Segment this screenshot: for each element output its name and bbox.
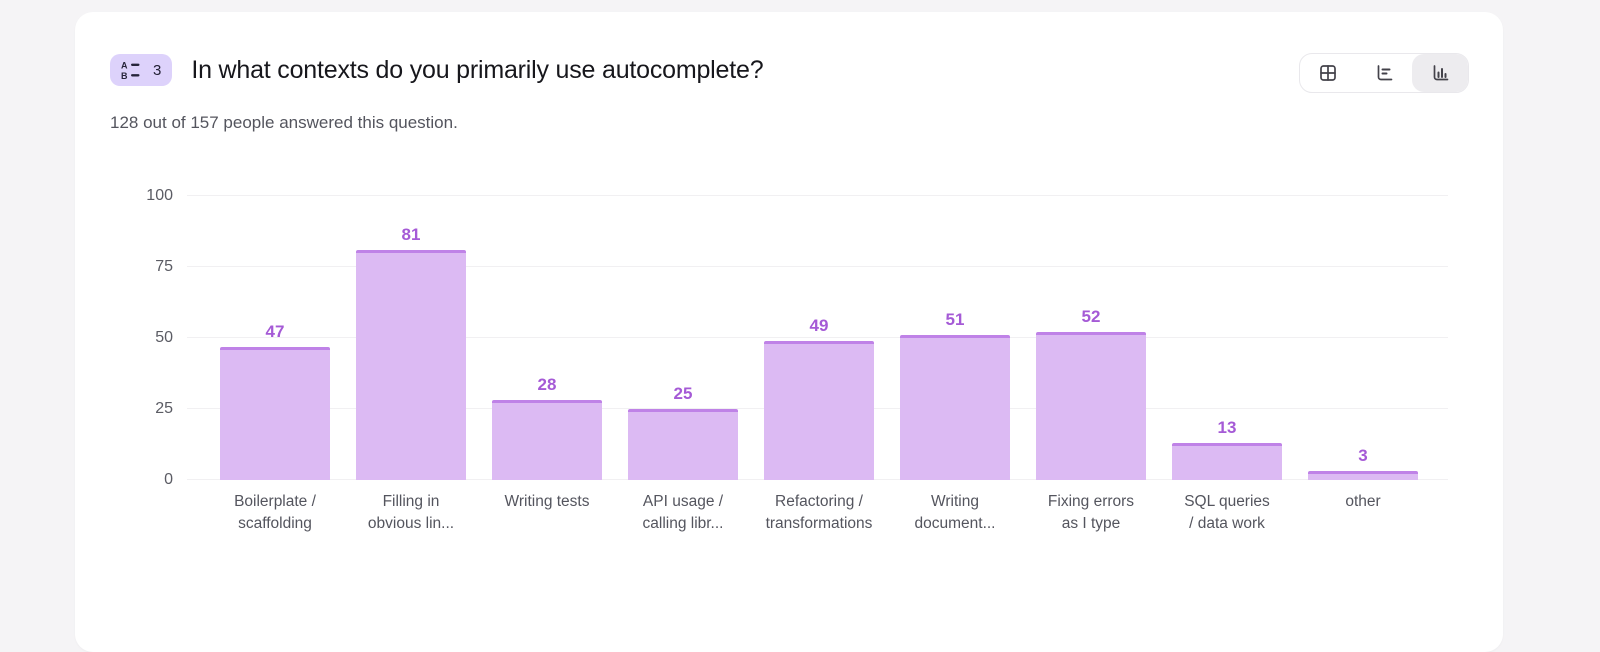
x-axis-label: SQL queries / data work xyxy=(1184,493,1270,532)
bar-slot: 47 xyxy=(207,196,343,480)
y-axis-tick-label: 75 xyxy=(155,258,173,275)
bar-slot: 81 xyxy=(343,196,479,480)
y-axis-tick-label: 0 xyxy=(164,471,173,488)
bar[interactable] xyxy=(764,340,874,480)
bar-slot: 28 xyxy=(479,196,615,480)
bar-value-label: 28 xyxy=(537,375,557,395)
bar-slot: 49 xyxy=(751,196,887,480)
x-axis-label: API usage / calling libr... xyxy=(642,493,724,532)
x-axis-label: other xyxy=(1345,493,1381,510)
bar-value-label: 25 xyxy=(673,384,693,403)
x-axis-label: Refactoring / transformations xyxy=(765,493,873,532)
bar-value-label: 13 xyxy=(1217,418,1237,438)
gridline xyxy=(187,266,1448,267)
bar[interactable] xyxy=(492,400,602,480)
bar[interactable] xyxy=(1308,471,1418,480)
horizontal-bar-chart-icon xyxy=(1377,65,1393,81)
horizontal-bar-view-button[interactable] xyxy=(1356,54,1412,92)
vertical-bar-view-button[interactable] xyxy=(1412,54,1468,92)
table-icon xyxy=(1320,65,1336,81)
bar-value-label: 47 xyxy=(265,321,285,341)
y-axis-tick-label: 25 xyxy=(155,400,173,417)
table-view-button[interactable] xyxy=(1300,54,1356,92)
bar-value-label: 81 xyxy=(401,224,421,244)
bar-slot: 25 xyxy=(615,196,751,480)
gridline xyxy=(187,337,1448,338)
svg-text:B: B xyxy=(121,71,128,81)
multiple-choice-icon: A B xyxy=(121,60,140,81)
x-axis-label: Filling in obvious lin... xyxy=(367,493,455,532)
x-axis: Boilerplate / scaffolding Filling in obvi… xyxy=(207,491,1431,534)
bar[interactable] xyxy=(1172,443,1282,480)
x-axis-label: Boilerplate / scaffolding xyxy=(234,493,316,532)
x-axis-label: Writing tests xyxy=(504,493,590,510)
question-number: 3 xyxy=(153,61,162,79)
bar-value-label: 3 xyxy=(1358,446,1368,466)
svg-text:A: A xyxy=(121,60,128,70)
y-axis: 0 25 50 75 100 xyxy=(105,187,173,488)
bar-value-label: 49 xyxy=(809,315,829,335)
question-results-card: A B 3 In what contexts do you primarily … xyxy=(75,12,1503,652)
bar-slot: 51 xyxy=(887,196,1023,480)
question-number-badge: A B 3 xyxy=(110,54,173,86)
question-title: In what contexts do you primarily use au… xyxy=(191,55,764,84)
x-axis-label: Writing document... xyxy=(914,493,996,532)
bar-slot: 52 xyxy=(1023,196,1159,480)
gridline xyxy=(187,195,1448,196)
bar[interactable] xyxy=(628,409,738,480)
bar-slot: 3 xyxy=(1295,196,1431,480)
card-header: A B 3 In what contexts do you primarily … xyxy=(110,54,764,86)
y-axis-tick-label: 100 xyxy=(146,187,173,204)
chart-view-toggle xyxy=(1299,53,1469,93)
bar[interactable] xyxy=(220,346,330,480)
y-axis-tick-label: 50 xyxy=(155,329,173,346)
x-axis-label: Fixing errors as I type xyxy=(1047,493,1135,532)
vertical-bar-chart-icon xyxy=(1433,65,1449,81)
bar[interactable] xyxy=(900,335,1010,480)
bar-value-label: 51 xyxy=(945,310,965,330)
bar-chart-plot-area: 47 81 28 25 49 51 52 13 3 xyxy=(187,195,1448,480)
bars-container: 47 81 28 25 49 51 52 13 3 xyxy=(207,196,1431,480)
response-count-text: 128 out of 157 people answered this ques… xyxy=(110,113,458,132)
bar-value-label: 52 xyxy=(1081,307,1101,327)
bar-slot: 13 xyxy=(1159,196,1295,480)
bar[interactable] xyxy=(356,249,466,480)
bar[interactable] xyxy=(1036,332,1146,480)
